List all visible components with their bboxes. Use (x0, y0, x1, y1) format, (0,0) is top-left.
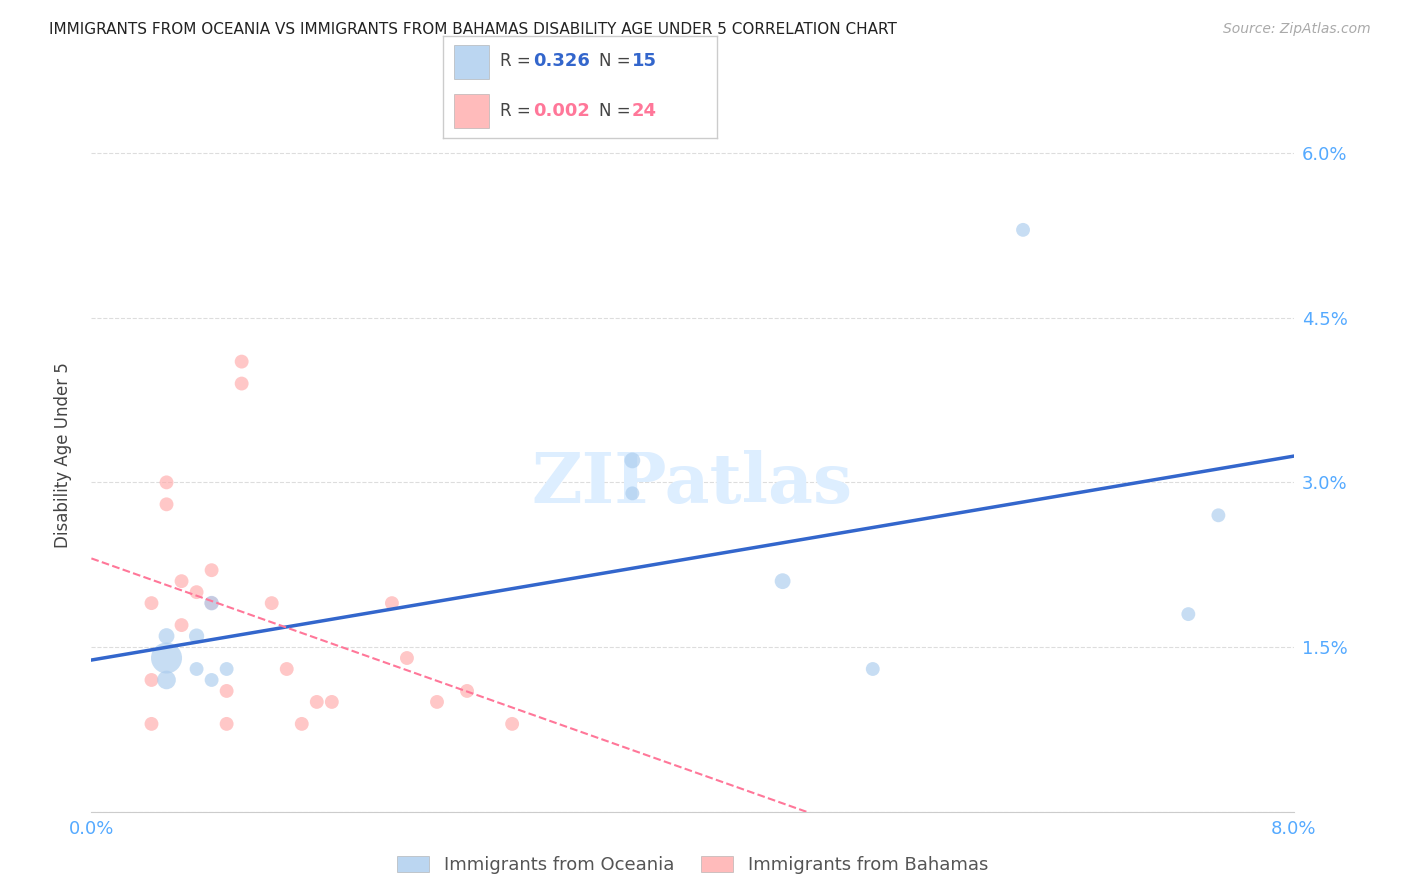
Point (231, 354, 253, 368)
Point (155, 497, 177, 511)
Point (141, 596, 163, 610)
Y-axis label: Disability Age Under 5: Disability Age Under 5 (53, 362, 72, 548)
Text: 0.002: 0.002 (533, 102, 591, 120)
Point (215, 717, 238, 731)
Point (291, 717, 314, 731)
Text: N =: N = (599, 53, 636, 70)
Text: 24: 24 (633, 102, 657, 120)
Point (155, 475, 177, 490)
Point (1208, 508, 1230, 523)
Point (381, 596, 404, 610)
Point (215, 662, 238, 676)
Point (141, 717, 163, 731)
Bar (454, 45, 489, 78)
Text: R =: R = (501, 102, 537, 120)
Point (215, 684, 238, 698)
Point (170, 618, 193, 632)
Point (201, 563, 224, 577)
Point (1012, 223, 1035, 237)
Point (456, 684, 478, 698)
Point (201, 596, 224, 610)
Point (321, 695, 343, 709)
Point (772, 574, 794, 589)
Point (395, 651, 418, 665)
Point (501, 717, 523, 731)
Legend: Immigrants from Oceania, Immigrants from Bahamas: Immigrants from Oceania, Immigrants from… (389, 848, 995, 881)
Point (186, 629, 208, 643)
Point (141, 673, 163, 687)
Text: 15: 15 (633, 53, 657, 70)
Point (186, 662, 208, 676)
Point (260, 596, 283, 610)
Point (305, 695, 328, 709)
Point (170, 574, 193, 589)
Point (155, 629, 177, 643)
Text: N =: N = (599, 102, 636, 120)
Text: R =: R = (501, 53, 537, 70)
Point (621, 486, 644, 500)
Point (276, 662, 298, 676)
Point (186, 585, 208, 599)
Text: IMMIGRANTS FROM OCEANIA VS IMMIGRANTS FROM BAHAMAS DISABILITY AGE UNDER 5 CORREL: IMMIGRANTS FROM OCEANIA VS IMMIGRANTS FR… (49, 22, 897, 37)
Point (621, 453, 644, 467)
Point (1177, 607, 1199, 621)
Bar (454, 95, 489, 128)
Point (201, 596, 224, 610)
Point (231, 376, 253, 391)
Point (155, 651, 177, 665)
Point (155, 673, 177, 687)
Text: 0.326: 0.326 (533, 53, 591, 70)
Text: Source: ZipAtlas.com: Source: ZipAtlas.com (1223, 22, 1371, 37)
Text: ZIPatlas: ZIPatlas (531, 450, 853, 517)
Point (201, 673, 224, 687)
Point (426, 695, 449, 709)
Point (862, 662, 884, 676)
